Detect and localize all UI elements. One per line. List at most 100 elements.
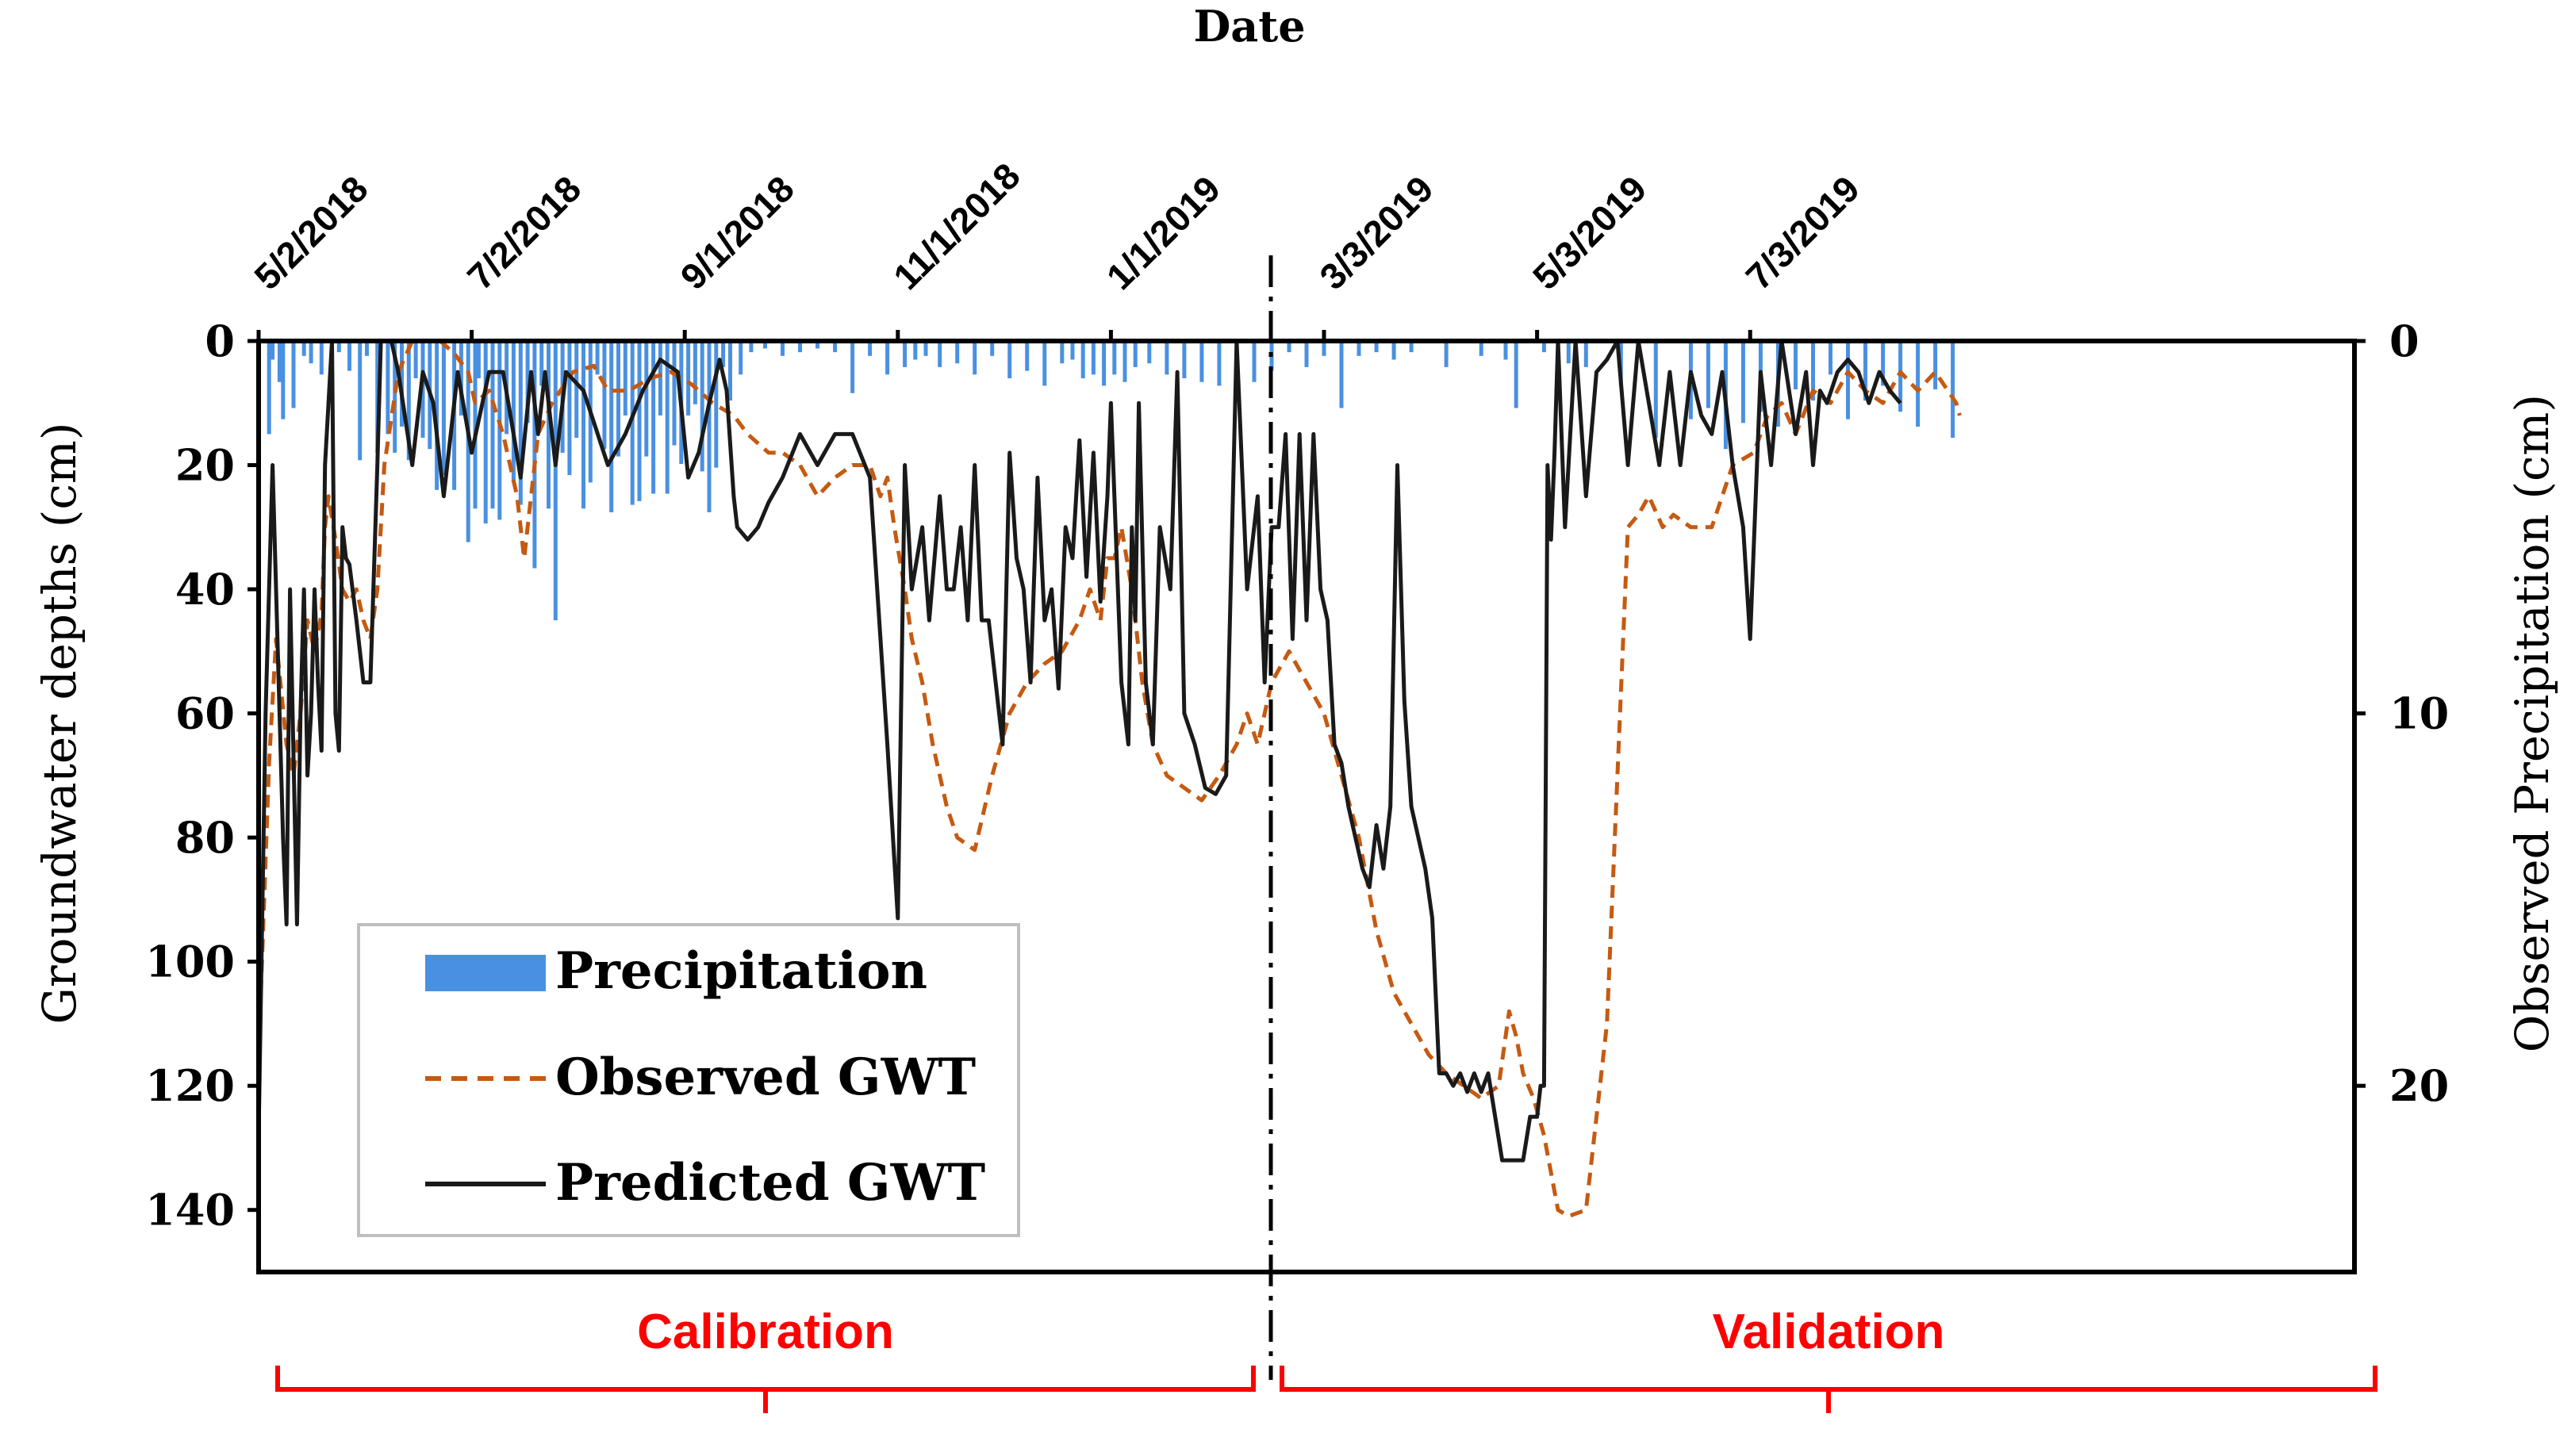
legend-predicted-label: Predicted GWT bbox=[555, 1153, 985, 1213]
precipitation-bar bbox=[1199, 341, 1204, 382]
y-tick-label: 60 bbox=[175, 688, 235, 739]
precipitation-bar bbox=[700, 341, 704, 472]
precipitation-bar bbox=[1846, 341, 1850, 420]
x-tick-label: 3/3/2019 bbox=[1311, 168, 1441, 297]
y-tick-label: 20 bbox=[175, 440, 235, 491]
precipitation-bar bbox=[798, 341, 802, 353]
precipitation-bar bbox=[885, 341, 890, 375]
precipitation-bar bbox=[763, 341, 767, 349]
x-tick-label: 5/2/2018 bbox=[246, 168, 375, 297]
precipitation-bar bbox=[1706, 341, 1710, 408]
precipitation-bar bbox=[1007, 341, 1012, 378]
precipitation-bar bbox=[1881, 341, 1886, 386]
precipitation-bar bbox=[1165, 341, 1169, 375]
precipitation-bar bbox=[630, 341, 635, 505]
x-tick-label: 7/3/2019 bbox=[1738, 168, 1867, 297]
plot-frame bbox=[256, 339, 2357, 1274]
precipitation-bar bbox=[672, 341, 677, 446]
precipitation-bar bbox=[291, 341, 296, 408]
precipitation-bar bbox=[1916, 341, 1921, 427]
legend: Precipitation Observed GWT Predicted GWT bbox=[357, 923, 1020, 1237]
precipitation-bar bbox=[1479, 341, 1483, 356]
y2-tick-label: 10 bbox=[2389, 688, 2449, 739]
y-axis-ticks: 0 20 40 60 80 100 120 140 bbox=[145, 316, 259, 1236]
precipitation-bar bbox=[1112, 341, 1117, 375]
precipitation-bar bbox=[1102, 341, 1107, 386]
precipitation-bar bbox=[637, 341, 642, 501]
precipitation-bar bbox=[277, 341, 282, 382]
precipitation-bar bbox=[707, 341, 712, 512]
precipitation-bar bbox=[1339, 341, 1344, 408]
precipitation-bar bbox=[476, 341, 481, 378]
y-tick-label: 120 bbox=[145, 1060, 235, 1111]
x-tick-label: 7/2/2018 bbox=[459, 168, 589, 297]
precipitation-bar bbox=[490, 341, 495, 509]
y-tick-label: 140 bbox=[145, 1185, 235, 1236]
precipitation-bar bbox=[693, 341, 697, 404]
precipitation-bar bbox=[1374, 341, 1379, 353]
precipitation-bar bbox=[665, 341, 670, 494]
precipitation-bar bbox=[616, 341, 620, 457]
precipitation-bar bbox=[623, 341, 627, 416]
precipitation-bar bbox=[301, 341, 306, 356]
precipitation-bar bbox=[1740, 341, 1745, 423]
period-brace bbox=[275, 1366, 1256, 1413]
precipitation-bar bbox=[938, 341, 942, 367]
precipitation-bar bbox=[459, 341, 463, 416]
precipitation-bar bbox=[358, 341, 363, 461]
precipitation-bar bbox=[651, 341, 656, 494]
precipitation-bar bbox=[473, 341, 478, 509]
predicted-gwt-line bbox=[256, 339, 1902, 1163]
precipitation-bar bbox=[1122, 341, 1127, 382]
x-tick-label: 5/3/2019 bbox=[1525, 168, 1654, 297]
precipitation-bar bbox=[281, 341, 286, 420]
precipitation-bar bbox=[686, 341, 691, 416]
precipitation-bar bbox=[267, 341, 271, 435]
precipitation-bar bbox=[581, 341, 585, 509]
precipitation-bar bbox=[567, 341, 572, 476]
precipitation-bar bbox=[435, 341, 439, 490]
precipitation-bar bbox=[913, 341, 918, 360]
chart-title: Date bbox=[1193, 1, 1305, 52]
precipitation-bar bbox=[1304, 341, 1309, 367]
y2-tick-label: 20 bbox=[2389, 1060, 2449, 1111]
y2-axis-label: Observed Precipitation (cm) bbox=[2505, 394, 2559, 1052]
precipitation-bar bbox=[532, 341, 537, 569]
y2-axis-ticks: 0 10 20 bbox=[2354, 316, 2449, 1111]
x-axis-ticks: 5/2/2018 7/2/2018 9/1/2018 11/1/2018 1/1/201… bbox=[246, 155, 1867, 341]
precipitation-bar bbox=[609, 341, 614, 512]
y2-tick-label: 0 bbox=[2389, 316, 2420, 366]
y-axis-label: Groundwater depths (cm) bbox=[33, 422, 86, 1024]
precipitation-bar bbox=[1287, 341, 1291, 353]
precipitation-bar bbox=[903, 341, 908, 367]
period-label: Validation bbox=[1713, 1305, 1945, 1359]
precipitation-bar bbox=[539, 341, 544, 386]
precipitation-series bbox=[267, 341, 1955, 621]
precipitation-bar bbox=[1444, 341, 1449, 367]
precipitation-bar bbox=[497, 341, 502, 520]
precipitation-bar bbox=[1829, 341, 1832, 375]
precipitation-bar bbox=[1070, 341, 1075, 360]
precipitation-bar bbox=[386, 341, 390, 435]
precipitation-bar bbox=[1357, 341, 1361, 356]
y-tick-label: 40 bbox=[175, 564, 235, 615]
legend-observed-label: Observed GWT bbox=[555, 1048, 976, 1107]
x-tick-label: 1/1/2019 bbox=[1099, 168, 1228, 297]
y-tick-label: 80 bbox=[175, 812, 235, 863]
precipitation-bar bbox=[1391, 341, 1396, 360]
x-tick-label: 9/1/2018 bbox=[673, 168, 802, 297]
precipitation-bar bbox=[714, 341, 719, 468]
precipitation-bar bbox=[1933, 341, 1938, 389]
precipitation-bar bbox=[973, 341, 977, 375]
precipitation-bar bbox=[393, 341, 397, 453]
precipitation-bar bbox=[525, 341, 530, 423]
y-tick-label: 100 bbox=[145, 937, 235, 987]
precipitation-bar bbox=[602, 341, 607, 450]
precipitation-bar bbox=[1217, 341, 1222, 386]
precipitation-bar bbox=[1863, 341, 1867, 401]
precipitation-bar bbox=[850, 341, 855, 393]
precipitation-bar bbox=[658, 341, 662, 416]
precipitation-bar bbox=[739, 341, 743, 375]
legend-precipitation-label: Precipitation bbox=[555, 941, 927, 1001]
precipitation-bar bbox=[518, 341, 523, 505]
